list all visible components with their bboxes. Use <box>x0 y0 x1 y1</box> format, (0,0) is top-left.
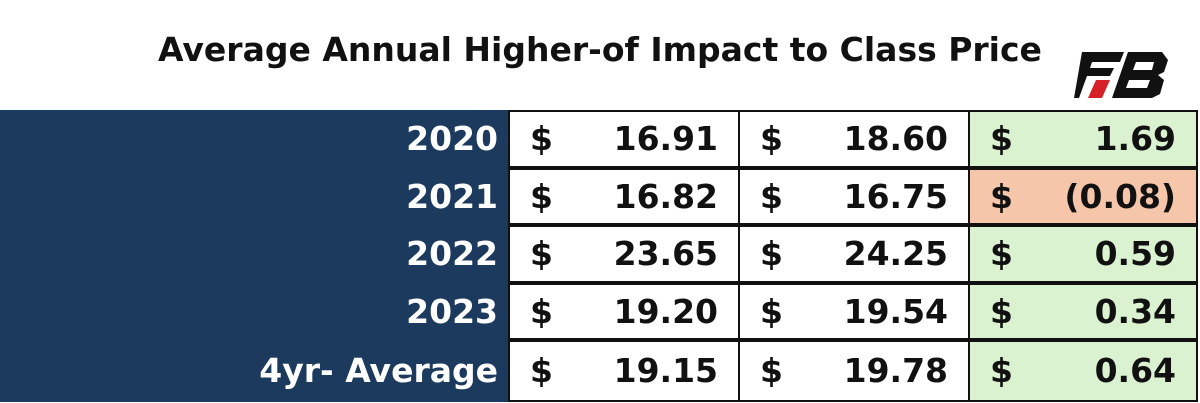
currency-sign: $ <box>990 177 1013 216</box>
value-cell: $19.78 <box>738 340 970 402</box>
value: 1.69 <box>1094 119 1176 158</box>
currency-sign: $ <box>530 292 553 331</box>
value-cell: $1.69 <box>968 110 1198 168</box>
value: 19.54 <box>843 292 948 331</box>
currency-sign: $ <box>760 351 783 390</box>
title: Average Annual Higher-of Impact to Class… <box>158 30 1042 69</box>
logo <box>1074 52 1168 98</box>
value-cell: $19.54 <box>738 283 970 340</box>
value-cell: $19.20 <box>508 283 740 340</box>
value-cell: $16.91 <box>508 110 740 168</box>
row-label: 2022 <box>0 225 508 283</box>
value-cell: $0.59 <box>968 225 1198 283</box>
row-label: 2021 <box>0 168 508 225</box>
value: 0.64 <box>1094 351 1176 390</box>
value-cell: $18.60 <box>738 110 970 168</box>
value: 23.65 <box>613 234 718 273</box>
value-cell: $ (0.08) <box>968 168 1198 225</box>
currency-sign: $ <box>760 292 783 331</box>
currency-sign: $ <box>530 177 553 216</box>
value: 16.75 <box>843 177 948 216</box>
currency-sign: $ <box>530 234 553 273</box>
value: 0.34 <box>1094 292 1176 331</box>
value-cell: $16.82 <box>508 168 740 225</box>
value-cell: $16.75 <box>738 168 970 225</box>
value: 19.20 <box>613 292 718 331</box>
value-cell: $19.15 <box>508 340 740 402</box>
value: 19.15 <box>613 351 718 390</box>
value-cell: $24.25 <box>738 225 970 283</box>
currency-sign: $ <box>760 177 783 216</box>
row-label: 2023 <box>0 283 508 340</box>
currency-sign: $ <box>530 351 553 390</box>
value: 0.59 <box>1094 234 1176 273</box>
value: 24.25 <box>843 234 948 273</box>
currency-sign: $ <box>530 119 553 158</box>
value-cell: $0.64 <box>968 340 1198 402</box>
currency-sign: $ <box>760 119 783 158</box>
currency-sign: $ <box>990 234 1013 273</box>
value: 16.91 <box>613 119 718 158</box>
value-cell: $23.65 <box>508 225 740 283</box>
currency-sign: $ <box>990 119 1013 158</box>
value: 19.78 <box>843 351 948 390</box>
value-cell: $0.34 <box>968 283 1198 340</box>
row-label: 2020 <box>0 110 508 168</box>
value: 18.60 <box>843 119 948 158</box>
value: 16.82 <box>613 177 718 216</box>
currency-sign: $ <box>760 234 783 273</box>
value: (0.08) <box>1064 177 1176 216</box>
currency-sign: $ <box>990 292 1013 331</box>
currency-sign: $ <box>990 351 1013 390</box>
row-label: 4yr- Average <box>0 340 508 402</box>
